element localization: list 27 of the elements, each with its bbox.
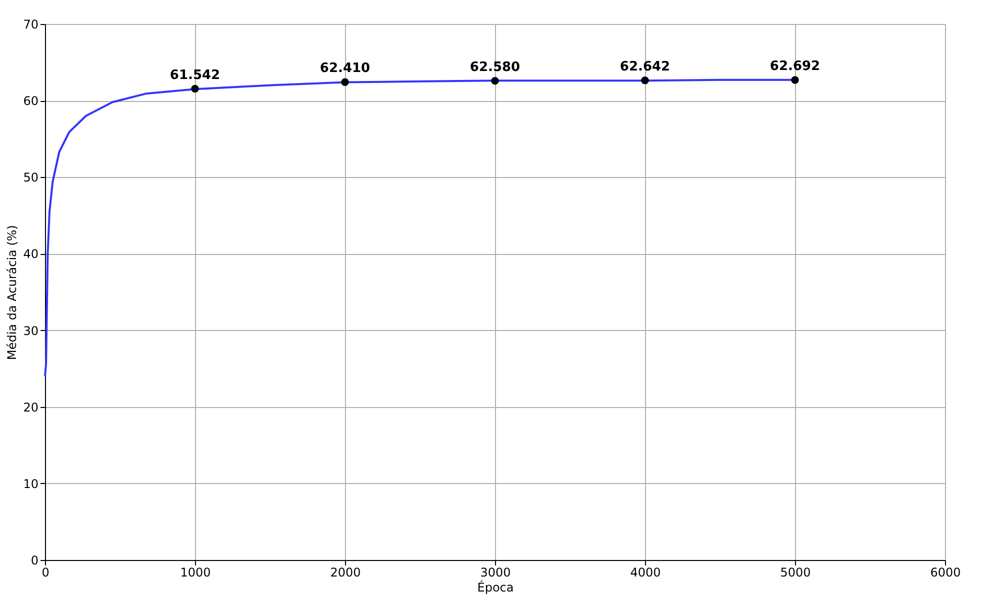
y-tick-label: 70: [23, 18, 38, 32]
point: [491, 76, 499, 85]
y-tick-label: 20: [23, 400, 38, 414]
point: [341, 78, 349, 86]
point: [791, 76, 799, 84]
x-tick-label: 0: [42, 566, 50, 580]
data-label: 62.580: [470, 60, 520, 75]
y-tick-label: 40: [23, 247, 38, 262]
point: [641, 76, 649, 84]
data-label: 62.642: [620, 59, 670, 74]
data-label: 62.692: [770, 58, 820, 74]
y-axis-title: Média da Acurácia (%): [5, 225, 20, 360]
x-tick-label: 2000: [330, 566, 361, 580]
x-tick-label: 3000: [480, 566, 511, 580]
y-tick-label: 30: [23, 324, 38, 338]
y-tick-label: 0: [30, 554, 38, 568]
y-tick-label: 50: [23, 170, 38, 185]
x-tick-label: 6000: [930, 566, 961, 580]
data-label: 62.410: [320, 61, 370, 76]
data-label: 61.542: [170, 68, 220, 83]
x-tick-label: 1000: [180, 566, 211, 580]
x-tick-label: 4000: [630, 566, 661, 580]
x-axis-title: Época: [477, 580, 514, 594]
y-tick-label: 60: [23, 94, 38, 108]
y-tick-label: 10: [23, 476, 38, 491]
x-tick-label: 5000: [780, 566, 811, 580]
point: [191, 84, 199, 93]
